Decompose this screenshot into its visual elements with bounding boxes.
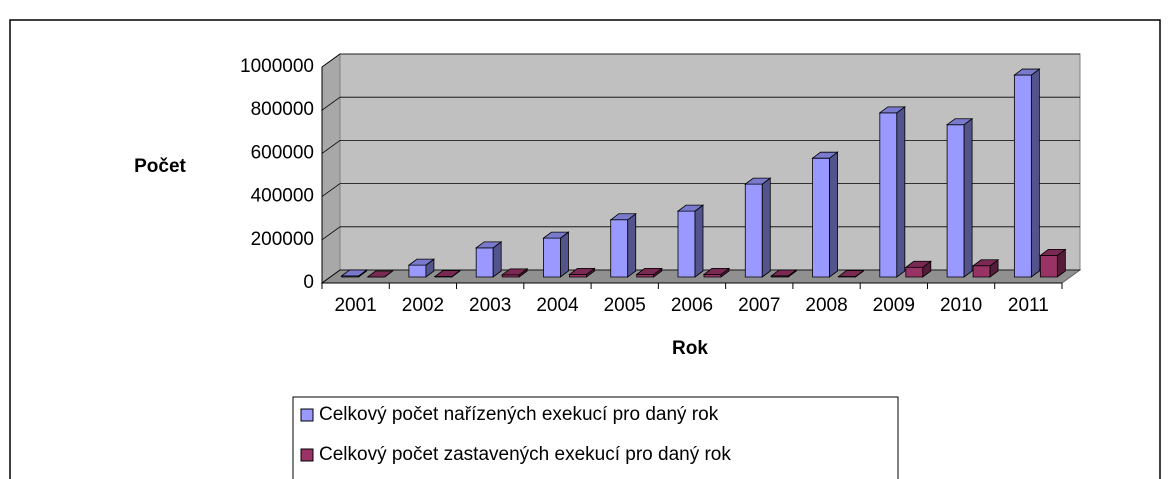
- bar: [474, 241, 503, 278]
- bar-face: [340, 269, 368, 277]
- x-tick-label: 2002: [402, 295, 444, 316]
- bar: [1013, 68, 1041, 278]
- grid-line: [321, 183, 341, 197]
- bar: [878, 106, 907, 278]
- y-axis-label: Počet: [134, 156, 186, 177]
- bar: [407, 258, 436, 278]
- bar-face: [609, 213, 637, 221]
- x-axis-label: Rok: [672, 338, 708, 359]
- bar-face: [963, 117, 973, 278]
- bar-face: [1030, 68, 1040, 278]
- bar: [500, 268, 529, 278]
- bar-face: [676, 204, 705, 212]
- bar: [609, 212, 637, 278]
- y-tick-label: 200000: [251, 229, 314, 250]
- grid-line: [321, 140, 341, 154]
- y-tick-label: 0: [303, 272, 314, 293]
- x-tick-label: 2011: [1008, 295, 1049, 316]
- x-tick-label: 2009: [873, 295, 915, 316]
- bar-face: [542, 231, 570, 239]
- bar: [971, 258, 1000, 278]
- bar: [433, 269, 462, 278]
- bar: [635, 267, 663, 278]
- legend-label: Celkový počet zastavených exekucí pro da…: [319, 444, 731, 465]
- bar: [340, 269, 368, 278]
- bar-face: [543, 237, 561, 278]
- bar: [366, 270, 394, 278]
- bar: [676, 204, 705, 278]
- bar-face: [744, 183, 763, 278]
- grid-line: [321, 53, 341, 68]
- bar: [904, 260, 933, 278]
- bar-face: [761, 177, 771, 278]
- bar: [770, 269, 798, 278]
- bar-face: [1039, 254, 1058, 278]
- bar: [568, 267, 596, 278]
- bar-face: [971, 259, 1000, 267]
- bar-face: [770, 269, 798, 277]
- bar-face: [878, 106, 907, 114]
- bar-face: [829, 151, 838, 278]
- x-tick-label: 2001: [334, 295, 376, 316]
- grid-line: [321, 269, 341, 284]
- bar: [744, 177, 772, 278]
- x-tick-label: 2006: [671, 295, 713, 316]
- bar-face: [560, 231, 569, 278]
- bar: [837, 269, 865, 278]
- bar-face: [972, 265, 991, 278]
- bar-face: [366, 270, 394, 278]
- y-tick-label: 800000: [251, 99, 314, 120]
- legend: [292, 396, 899, 479]
- bar: [1039, 248, 1067, 278]
- x-tick-label: 2003: [469, 295, 511, 316]
- y-tick-label: 400000: [251, 186, 314, 207]
- bar: [702, 267, 731, 278]
- bar: [542, 231, 570, 278]
- x-tick-label: 2010: [940, 295, 982, 316]
- y-tick-label: 1000000: [240, 56, 314, 77]
- bar-face: [694, 204, 704, 278]
- bar-face: [905, 266, 924, 278]
- bar-face: [946, 124, 965, 278]
- x-tick-label: 2005: [604, 295, 646, 316]
- bar-face: [837, 270, 865, 277]
- bar-face: [904, 260, 933, 268]
- bar-face: [702, 268, 731, 275]
- bar-face: [879, 112, 898, 278]
- bar-face: [500, 268, 529, 276]
- bar-face: [1013, 68, 1041, 76]
- bar-face: [475, 247, 494, 278]
- bar-face: [812, 157, 830, 278]
- bar-face: [945, 118, 974, 126]
- bar: [811, 151, 839, 278]
- x-tick-label: 2007: [738, 295, 780, 316]
- legend-swatch: [300, 408, 314, 422]
- bar: [945, 117, 974, 278]
- bar-face: [677, 210, 696, 278]
- grid-line: [321, 96, 341, 111]
- bar-face: [433, 270, 462, 277]
- grid-line: [321, 226, 341, 241]
- bar-face: [896, 106, 906, 278]
- bar-face: [610, 219, 629, 278]
- bar-face: [744, 177, 772, 185]
- bar-face: [811, 151, 839, 159]
- bar-face: [568, 268, 596, 275]
- bar-face: [1013, 74, 1032, 278]
- legend-label: Celkový počet nařízených exekucí pro dan…: [319, 404, 719, 425]
- bar-face: [1039, 248, 1067, 256]
- bar-face: [635, 268, 663, 275]
- bar-face: [407, 258, 436, 266]
- x-tick-label: 2008: [805, 295, 847, 316]
- y-tick-label: 600000: [251, 142, 314, 163]
- side-wall: [321, 53, 341, 284]
- bar-face: [627, 212, 637, 278]
- x-tick-label: 2004: [536, 295, 579, 316]
- bar-face: [474, 241, 503, 249]
- legend-swatch: [300, 448, 314, 462]
- bar-face: [408, 264, 427, 278]
